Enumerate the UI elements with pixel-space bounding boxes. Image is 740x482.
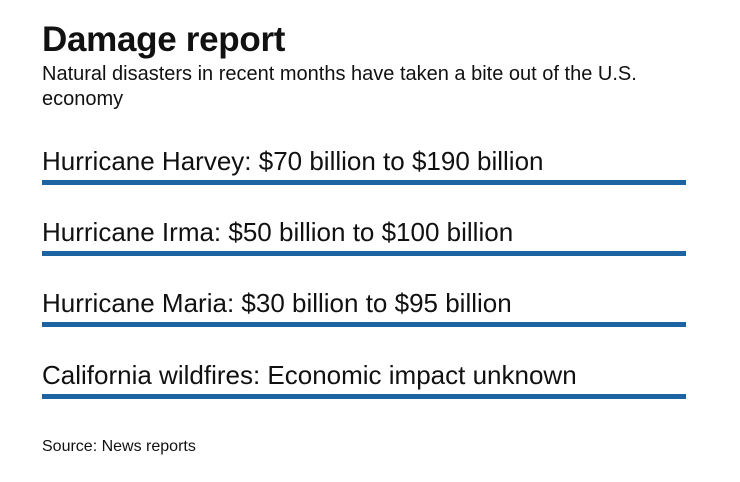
item: Hurricane Irma: $50 billion to $100 bill… [42,217,686,256]
item-text: Hurricane Harvey: $70 billion to $190 bi… [42,146,544,176]
subtitle: Natural disasters in recent months have … [42,63,637,110]
item-rule [42,394,686,399]
item: California wildfires: Economic impact un… [42,360,686,399]
item-rule [42,180,686,185]
item: Hurricane Maria: $30 billion to $95 bill… [42,288,686,327]
item-rule [42,322,686,327]
item-rule [42,251,686,256]
source-note: Source: News reports [42,438,196,455]
item-text: Hurricane Irma: $50 billion to $100 bill… [42,217,514,247]
item: Hurricane Harvey: $70 billion to $190 bi… [42,146,686,185]
item-text: California wildfires: Economic impact un… [42,360,577,390]
item-text: Hurricane Maria: $30 billion to $95 bill… [42,288,512,318]
title: Damage report [42,20,286,59]
